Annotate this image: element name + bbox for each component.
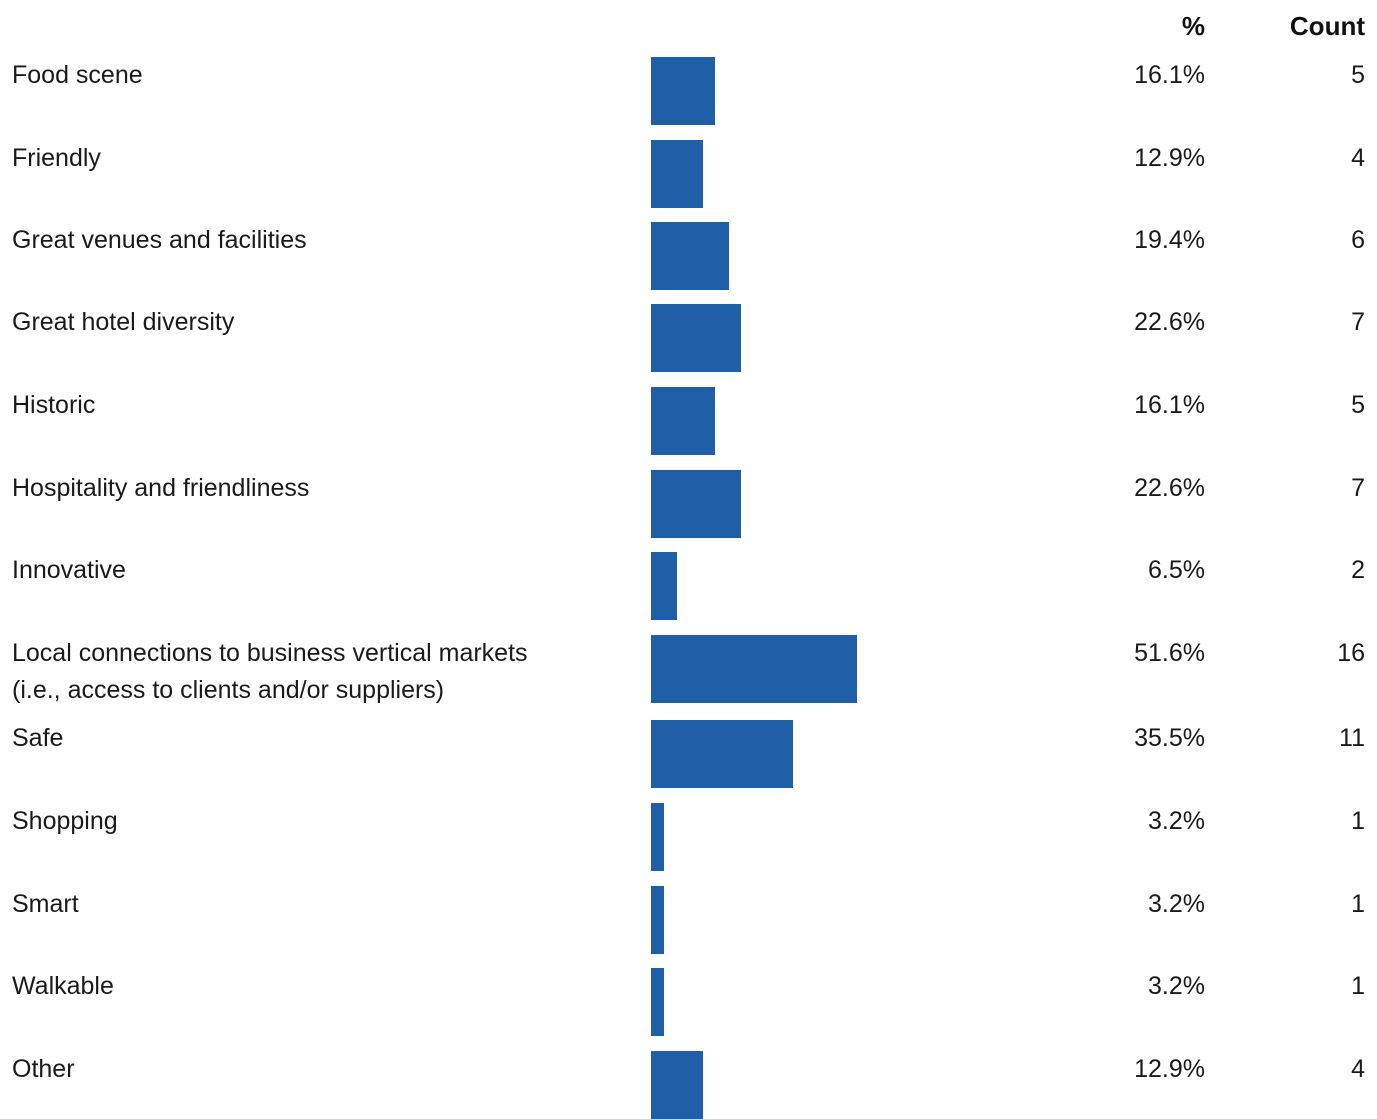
count-value: 7 — [1351, 308, 1365, 336]
count-value: 4 — [1351, 144, 1365, 172]
bar — [651, 387, 715, 455]
percent-value: 19.4% — [1134, 226, 1205, 254]
count-value: 16 — [1337, 639, 1365, 667]
percent-value: 16.1% — [1134, 61, 1205, 89]
category-label: Other — [12, 1055, 75, 1083]
bar — [651, 635, 857, 703]
percent-value: 3.2% — [1148, 807, 1205, 835]
bar — [651, 803, 664, 871]
percent-value: 22.6% — [1134, 474, 1205, 502]
bar — [651, 222, 729, 290]
count-value: 1 — [1351, 807, 1365, 835]
category-label: Great venues and facilities — [12, 226, 307, 254]
bar — [651, 886, 664, 954]
count-value: 5 — [1351, 391, 1365, 419]
count-value: 1 — [1351, 972, 1365, 1000]
bar — [651, 57, 715, 125]
bar — [651, 552, 677, 620]
category-label: Walkable — [12, 972, 114, 1000]
percent-value: 12.9% — [1134, 144, 1205, 172]
count-value: 1 — [1351, 890, 1365, 918]
count-value: 6 — [1351, 226, 1365, 254]
bar — [651, 304, 741, 372]
percent-value: 22.6% — [1134, 308, 1205, 336]
percent-value: 51.6% — [1134, 639, 1205, 667]
count-column-header: Count — [1289, 11, 1365, 41]
count-value: 5 — [1351, 61, 1365, 89]
bar — [651, 470, 741, 538]
count-value: 7 — [1351, 474, 1365, 502]
percent-value: 3.2% — [1148, 972, 1205, 1000]
percent-value: 12.9% — [1134, 1055, 1205, 1083]
percent-value: 16.1% — [1134, 391, 1205, 419]
category-label: Hospitality and friendliness — [12, 474, 310, 502]
bar — [651, 968, 664, 1036]
count-value: 4 — [1351, 1055, 1365, 1083]
category-label: Shopping — [12, 807, 118, 835]
percent-value: 35.5% — [1134, 724, 1205, 752]
category-label: Local connections to business vertical m… — [12, 639, 528, 704]
category-label: Great hotel diversity — [12, 308, 235, 336]
category-label: Smart — [12, 890, 79, 918]
bar — [651, 720, 793, 788]
category-label: Food scene — [12, 61, 143, 89]
bar — [651, 140, 703, 208]
bar — [651, 1051, 703, 1119]
category-label: Innovative — [12, 556, 126, 584]
percent-value: 6.5% — [1148, 556, 1205, 584]
category-label: Friendly — [12, 144, 101, 172]
category-label: Historic — [12, 391, 96, 419]
percent-value: 3.2% — [1148, 890, 1205, 918]
count-value: 11 — [1339, 724, 1365, 752]
count-value: 2 — [1351, 556, 1365, 584]
percent-column-header: % — [1181, 11, 1205, 41]
category-label: Safe — [12, 724, 64, 752]
